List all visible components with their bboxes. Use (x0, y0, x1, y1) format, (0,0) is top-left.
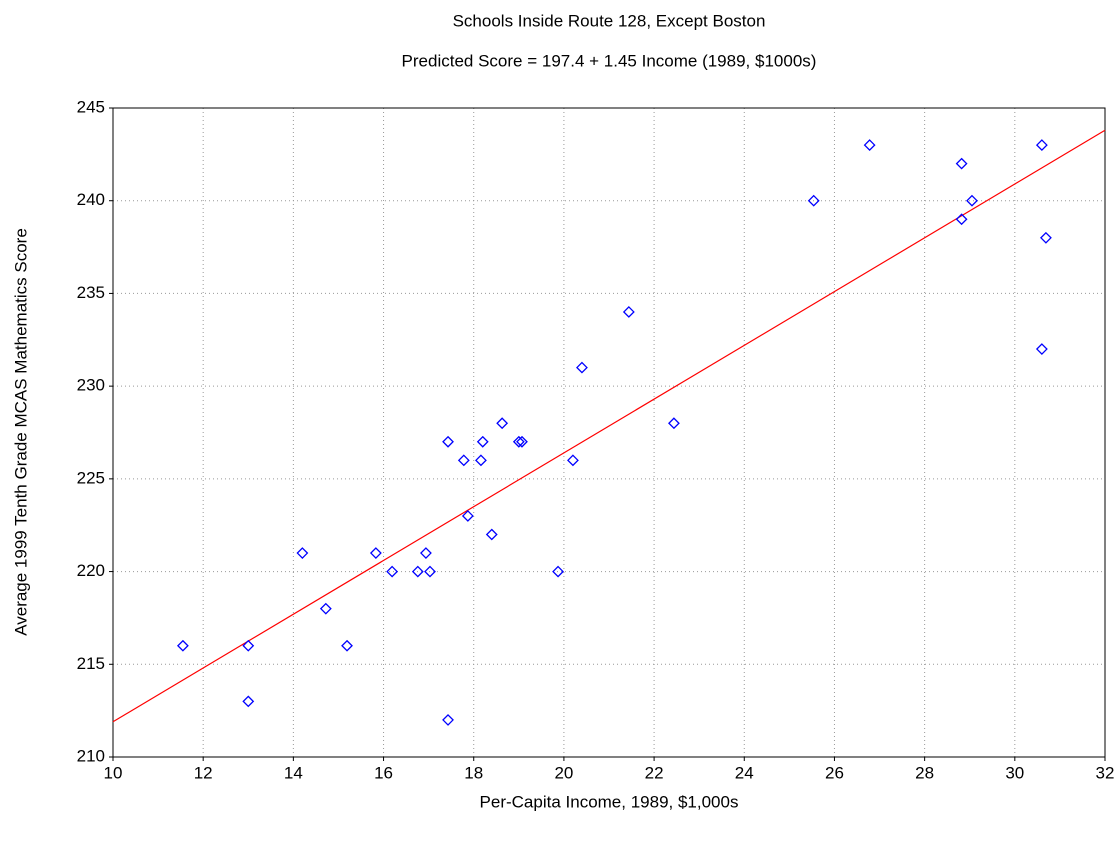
scatter-point (485, 528, 498, 541)
x-tick-label: 16 (374, 763, 393, 782)
scatter-point (552, 565, 564, 578)
scatter-point (1035, 139, 1048, 152)
scatter-point (567, 454, 579, 467)
scatter-point (386, 565, 399, 578)
plot-frame (112, 107, 1106, 758)
x-tick-label: 12 (194, 763, 213, 782)
scatter-point (496, 417, 509, 430)
scatter-point (242, 695, 255, 708)
scatter-point (319, 602, 332, 615)
x-tick-label: 20 (554, 763, 573, 782)
y-tick-label: 215 (77, 654, 105, 673)
scatter-point (424, 565, 436, 578)
scatter-point (475, 454, 487, 467)
scatter-point (1040, 231, 1052, 244)
scatter-point (668, 417, 680, 430)
x-tick-label: 10 (104, 763, 123, 782)
fit-line (112, 129, 1106, 723)
scatter-point (296, 547, 309, 559)
scatter-point (576, 361, 588, 374)
scatter-point (863, 139, 876, 152)
x-tick-label: 24 (735, 763, 754, 782)
scatter-point (476, 435, 489, 448)
scatter-point (955, 157, 968, 170)
scatter-point (176, 639, 189, 652)
x-tick-label: 26 (825, 763, 844, 782)
scatter-point (461, 510, 474, 522)
scatter-point (242, 639, 255, 652)
scatter-point (457, 454, 470, 467)
x-tick-label: 18 (464, 763, 483, 782)
chart-title: Schools Inside Route 128, Except Boston (453, 11, 766, 30)
scatter-point (341, 639, 353, 652)
x-tick-label: 22 (645, 763, 664, 782)
x-tick-label: 28 (915, 763, 934, 782)
scatter-point (516, 435, 528, 448)
y-tick-label: 245 (77, 97, 105, 116)
x-tick-label: 30 (1005, 763, 1024, 782)
y-tick-label: 235 (77, 283, 105, 302)
scatter-point (955, 213, 968, 226)
scatter-point (512, 435, 525, 448)
chart-subtitle: Predicted Score = 197.4 + 1.45 Income (1… (402, 51, 817, 70)
scatter-point (369, 547, 382, 559)
y-tick-label: 225 (77, 468, 105, 487)
scatter-point (622, 306, 635, 318)
y-tick-label: 220 (77, 561, 105, 580)
scatter-point (420, 547, 432, 559)
scatter-point (966, 194, 978, 207)
scatter-point (442, 435, 454, 448)
scatter-point (807, 194, 820, 207)
scatter-point (1035, 343, 1048, 355)
y-tick-label: 230 (77, 376, 105, 395)
y-tick-label: 210 (77, 746, 105, 765)
y-tick-label: 240 (77, 190, 105, 209)
scatter-point (411, 565, 424, 578)
scatter-point (442, 713, 454, 726)
x-tick-label: 14 (284, 763, 303, 782)
x-tick-label: 32 (1096, 763, 1115, 782)
x-axis-label: Per-Capita Income, 1989, $1,000s (480, 792, 739, 811)
y-axis-label: Average 1999 Tenth Grade MCAS Mathematic… (11, 228, 30, 636)
